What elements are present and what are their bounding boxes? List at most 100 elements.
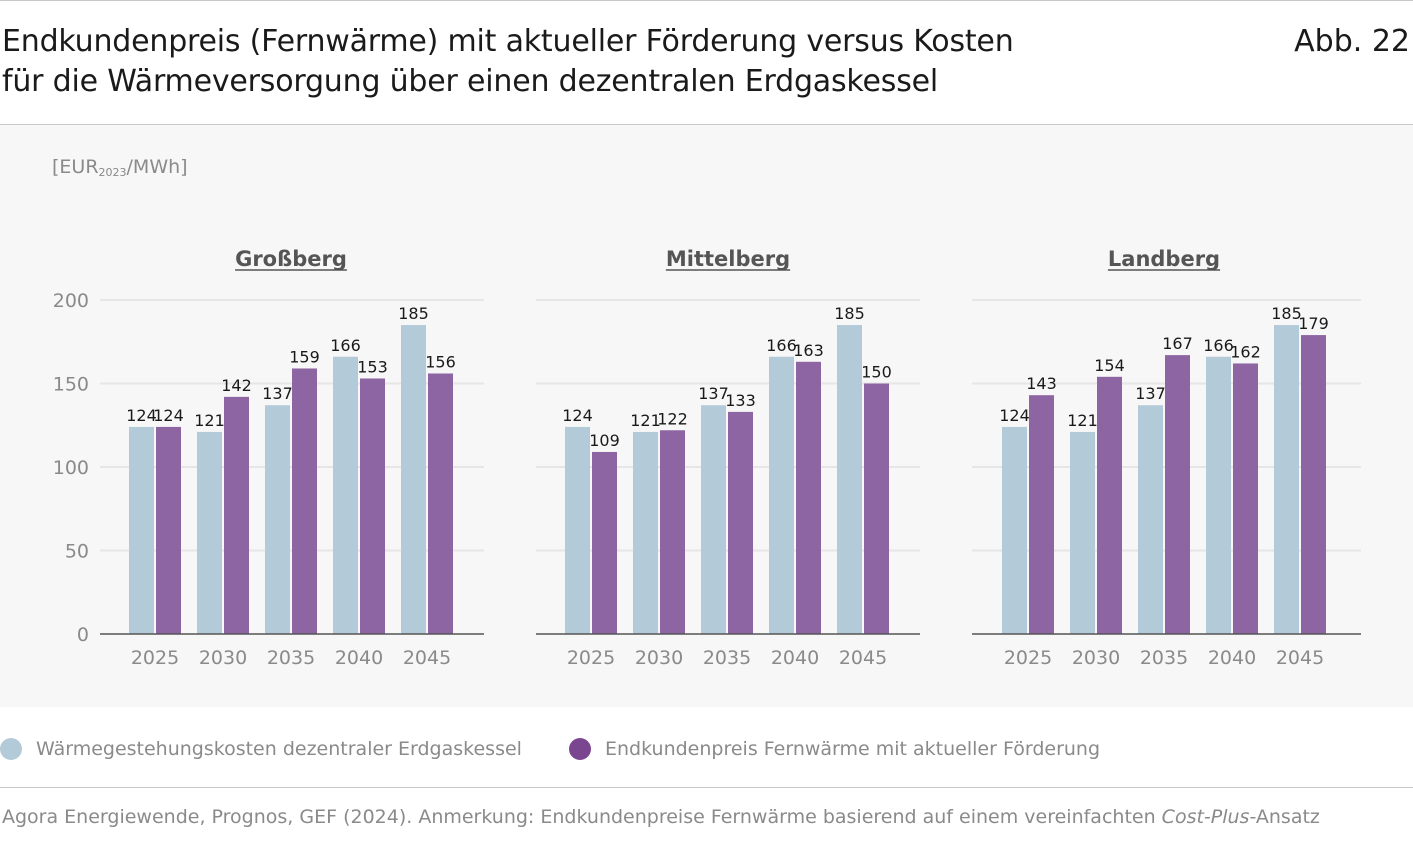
data-label: 166 bbox=[1203, 336, 1234, 355]
y-tick-label: 50 bbox=[65, 541, 89, 563]
bar-series1 bbox=[769, 356, 794, 634]
bar-series2 bbox=[360, 378, 385, 634]
bar-series1 bbox=[633, 431, 658, 634]
data-label: 133 bbox=[725, 391, 756, 410]
bar-series2 bbox=[592, 451, 617, 634]
data-label: 137 bbox=[262, 384, 293, 403]
legend-item-series1: Wärmegestehungskosten dezentraler Erdgas… bbox=[0, 734, 522, 764]
bar-series2 bbox=[660, 430, 685, 634]
data-label: 109 bbox=[589, 431, 620, 450]
x-tick-label: 2035 bbox=[703, 647, 751, 669]
subchart-title: Großberg bbox=[235, 247, 347, 271]
data-label: 121 bbox=[194, 411, 225, 430]
data-label: 163 bbox=[793, 341, 824, 360]
bar-series2 bbox=[156, 426, 181, 634]
unit-subscript: 2023 bbox=[98, 166, 127, 179]
legend-dot-series1 bbox=[0, 738, 22, 760]
data-label: 137 bbox=[698, 384, 729, 403]
bar-series1 bbox=[1206, 356, 1231, 634]
legend-dot-series2 bbox=[569, 738, 591, 760]
legend-label-series1: Wärmegestehungskosten dezentraler Erdgas… bbox=[36, 738, 522, 760]
bar-series2 bbox=[224, 396, 249, 634]
x-tick-label: 2025 bbox=[567, 647, 615, 669]
data-label: 156 bbox=[425, 352, 456, 371]
bar-series1 bbox=[265, 405, 290, 634]
data-label: 142 bbox=[221, 376, 252, 395]
data-label: 153 bbox=[357, 357, 388, 376]
bar-series1 bbox=[197, 431, 222, 634]
source-note: Agora Energiewende, Prognos, GEF (2024).… bbox=[2, 806, 1320, 828]
x-tick-label: 2045 bbox=[403, 647, 451, 669]
bar-series1 bbox=[1138, 405, 1163, 634]
bar-series2 bbox=[292, 368, 317, 634]
unit-label: [EUR2023/MWh] bbox=[52, 156, 188, 179]
top-rule bbox=[0, 0, 1413, 1]
x-tick-label: 2040 bbox=[771, 647, 819, 669]
data-label: 124 bbox=[153, 406, 184, 425]
data-label: 121 bbox=[1067, 411, 1098, 430]
x-tick-label: 2025 bbox=[1004, 647, 1052, 669]
data-label: 124 bbox=[999, 406, 1030, 425]
data-label: 124 bbox=[126, 406, 157, 425]
bar-series1 bbox=[701, 405, 726, 634]
unit-suffix: /MWh] bbox=[126, 156, 188, 178]
bar-series2 bbox=[728, 411, 753, 634]
title-line-1: Endkundenpreis (Fernwärme) mit aktueller… bbox=[2, 24, 1014, 59]
subchart-title: Landberg bbox=[1108, 247, 1220, 271]
x-tick-label: 2030 bbox=[199, 647, 247, 669]
bar-series1 bbox=[401, 325, 426, 634]
data-label: 122 bbox=[657, 409, 688, 428]
bar-series2 bbox=[1301, 335, 1326, 634]
x-tick-label: 2025 bbox=[131, 647, 179, 669]
x-tick-label: 2035 bbox=[1140, 647, 1188, 669]
y-tick-label: 200 bbox=[53, 290, 89, 312]
bar-series2 bbox=[864, 383, 889, 634]
source-text: Agora Energiewende, Prognos, GEF (2024).… bbox=[2, 806, 1162, 828]
data-label: 185 bbox=[1271, 304, 1302, 323]
bar-series1 bbox=[1070, 431, 1095, 634]
x-tick-label: 2040 bbox=[335, 647, 383, 669]
bar-series2 bbox=[1233, 363, 1258, 634]
source-italic: Cost-Plus bbox=[1161, 806, 1250, 828]
title-rule bbox=[0, 124, 1413, 125]
subchart-title: Mittelberg bbox=[666, 247, 790, 271]
data-label: 166 bbox=[330, 336, 361, 355]
legend-item-series2: Endkundenpreis Fernwärme mit aktueller F… bbox=[569, 734, 1100, 764]
bar-series2 bbox=[1165, 355, 1190, 634]
x-tick-label: 2030 bbox=[635, 647, 683, 669]
chart-title: Endkundenpreis (Fernwärme) mit aktueller… bbox=[2, 22, 1152, 102]
bar-series2 bbox=[796, 361, 821, 634]
source-suffix: -Ansatz bbox=[1249, 806, 1320, 828]
bar-series1 bbox=[129, 426, 154, 634]
data-label: 154 bbox=[1094, 356, 1125, 375]
data-label: 162 bbox=[1230, 342, 1261, 361]
y-tick-label: 100 bbox=[53, 457, 89, 479]
bar-series1 bbox=[1274, 325, 1299, 634]
data-label: 167 bbox=[1162, 334, 1193, 353]
bottom-rule bbox=[0, 787, 1413, 788]
data-label: 121 bbox=[630, 411, 661, 430]
x-tick-label: 2040 bbox=[1208, 647, 1256, 669]
data-label: 137 bbox=[1135, 384, 1166, 403]
x-tick-label: 2045 bbox=[1276, 647, 1324, 669]
x-tick-label: 2045 bbox=[839, 647, 887, 669]
data-label: 143 bbox=[1026, 374, 1057, 393]
title-line-2: für die Wärmeversorgung über einen dezen… bbox=[2, 64, 939, 99]
figure-number: Abb. 22 bbox=[1294, 24, 1410, 59]
data-label: 166 bbox=[766, 336, 797, 355]
bar-series2 bbox=[1097, 376, 1122, 634]
data-label: 185 bbox=[834, 304, 865, 323]
bar-series1 bbox=[837, 325, 862, 634]
y-tick-label: 0 bbox=[77, 624, 89, 646]
bar-series1 bbox=[1002, 426, 1027, 634]
data-label: 159 bbox=[289, 347, 320, 366]
data-label: 179 bbox=[1298, 314, 1329, 333]
bar-series2 bbox=[1029, 395, 1054, 634]
legend-label-series2: Endkundenpreis Fernwärme mit aktueller F… bbox=[605, 738, 1101, 760]
x-tick-label: 2035 bbox=[267, 647, 315, 669]
x-tick-label: 2030 bbox=[1072, 647, 1120, 669]
data-label: 150 bbox=[861, 363, 892, 382]
data-label: 124 bbox=[562, 406, 593, 425]
bar-series1 bbox=[565, 426, 590, 634]
